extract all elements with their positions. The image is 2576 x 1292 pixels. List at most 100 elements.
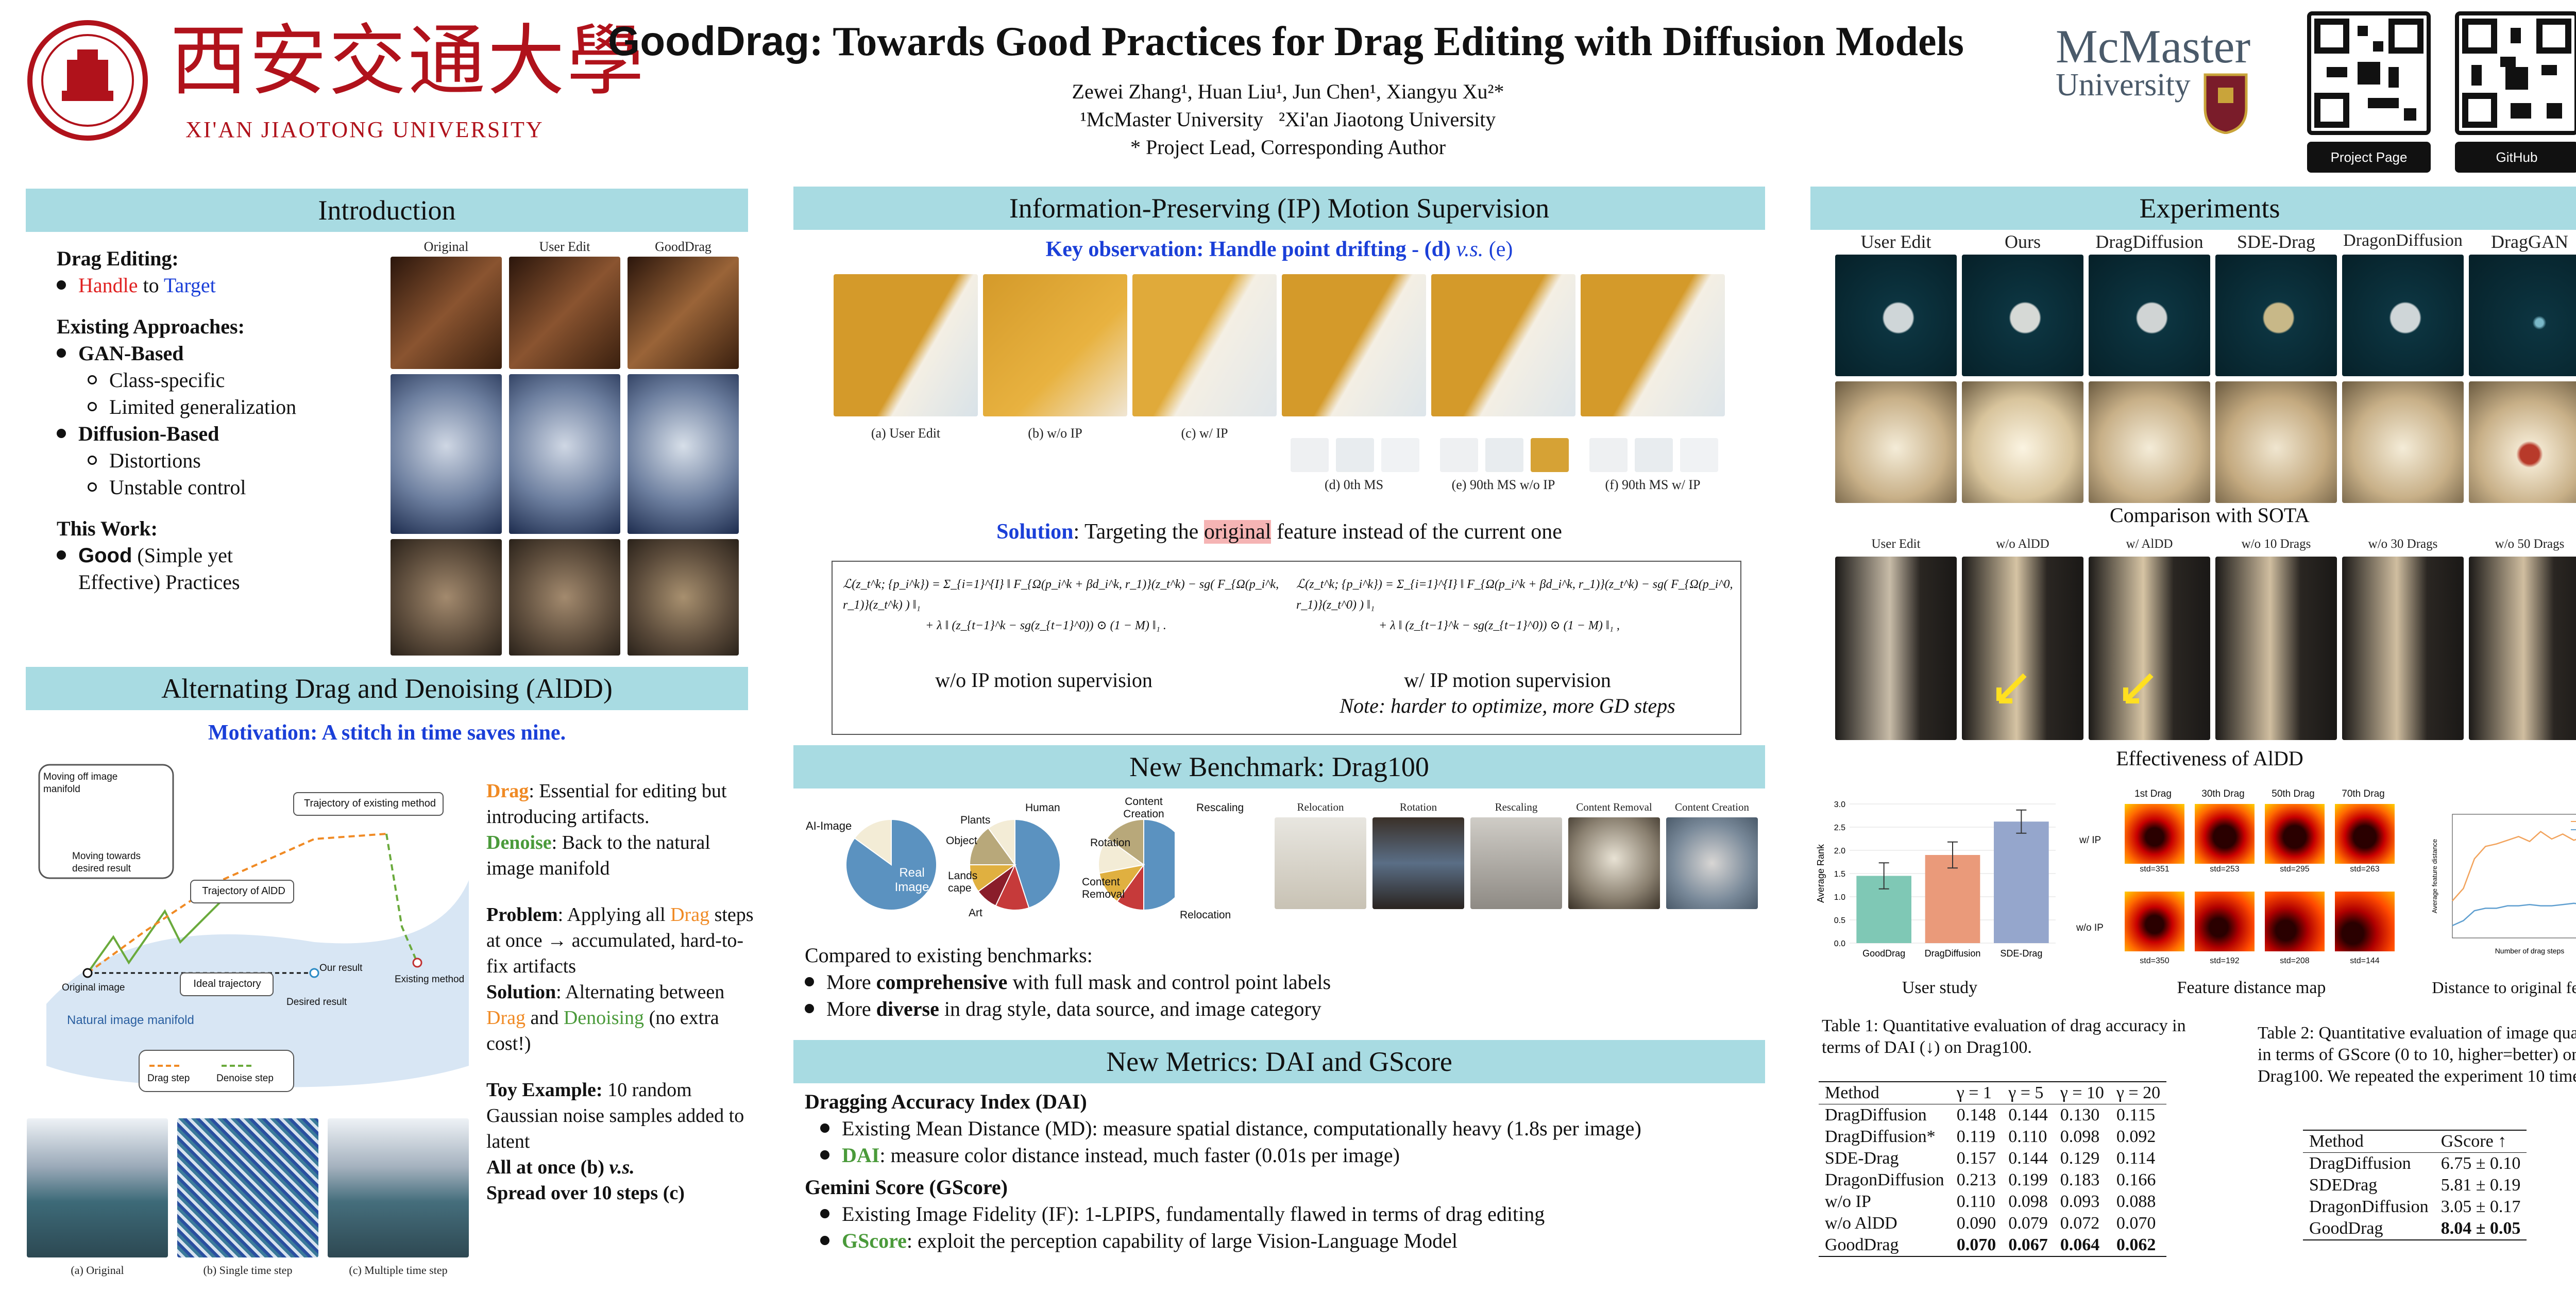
table-header-cell: Method [2309, 1132, 2364, 1151]
sota-moon-dragondiffusion [2342, 255, 2464, 376]
table-cell: 0.119 [1956, 1127, 1995, 1146]
table2-gscore: Method GScore ↑ DragDiffusion 6.75 ± 0.10 SD… [2303, 1130, 2527, 1240]
bench-cap-removal: Content Removal [1576, 801, 1652, 813]
diagram-moving-off: Moving off image manifold [43, 771, 118, 795]
ip-90th-wo-image [1431, 274, 1575, 416]
aldd-effect-caption: Effectiveness of AlDD [2116, 747, 2303, 770]
exp-col-ours: Ours [2005, 231, 2041, 252]
toy-single-step-image [177, 1118, 318, 1257]
fmap-col-4: 70th Drag [2342, 788, 2385, 799]
diagram-ideal: Ideal trajectory [193, 978, 261, 989]
pie2-label-plants: Plants [960, 814, 991, 826]
diagram-moving-towards: Moving towards desired result [72, 851, 141, 874]
toy-cap-single: (b) Single time step [203, 1264, 293, 1277]
table-row: GoodDrag 0.070 0.067 0.064 0.062 [1819, 1234, 2167, 1256]
yellow-arrow-icon [1996, 673, 2027, 703]
this-work-label: This Work: [57, 517, 158, 540]
pie2-label-landscape: Lands cape [948, 870, 978, 894]
table-cell: 0.115 [2116, 1105, 2156, 1125]
table-row: GoodDrag 8.04 ± 0.05 [2303, 1218, 2527, 1240]
ip-cap-f: (f) 90th MS w/ IP [1605, 477, 1701, 492]
corresponding-note: * Project Lead, Corresponding Author [1130, 136, 1446, 159]
aldd-col-wo-50: w/o 50 Drags [2495, 537, 2565, 551]
table-cell: 0.199 [2008, 1170, 2048, 1189]
pie-slice-rotation [1098, 837, 1145, 874]
experiments-header: Experiments [1810, 187, 2576, 230]
feature-map-caption: Feature distance map [2177, 978, 2326, 997]
table-cell: DragDiffusion [1825, 1105, 1927, 1125]
xjtu-seal-logo [27, 20, 148, 141]
introduction-text: Drag Editing: Handle to Target Existing … [57, 245, 386, 596]
table-cell: 0.144 [2008, 1105, 2048, 1125]
table-cell: 0.144 [2008, 1149, 2048, 1168]
fmap-cell [2195, 892, 2255, 951]
table-cell: 0.070 [2116, 1214, 2156, 1233]
intro-col-original: Original [423, 239, 469, 254]
x-tick-label: GoodDrag [1862, 948, 1905, 959]
y-tick-label: 2.5 [1834, 824, 1845, 832]
table-cell: SDE-Drag [1825, 1149, 1899, 1168]
project-page-button[interactable]: Project Page [2307, 142, 2431, 173]
diagram-original: Original image [62, 982, 125, 993]
sota-lion-dragondiffusion [2342, 381, 2464, 503]
series-line-wo-ip [2452, 831, 2576, 901]
table-cell: 0.070 [1956, 1235, 1996, 1254]
exp-col-sde-drag: SDE-Drag [2237, 231, 2315, 252]
project-page-qr-code[interactable] [2307, 11, 2431, 135]
fmap-std: std=295 [2280, 865, 2310, 874]
pie3-label-creation: Content Creation [1123, 796, 1164, 820]
ip-0th-ms-image [1282, 274, 1426, 416]
table-row: DragDiffusion 0.148 0.144 0.130 0.115 [1819, 1104, 2166, 1127]
aldd-header: Alternating Drag and Denoising (AlDD) [26, 667, 748, 710]
ip-note: Note: harder to optimize, more GD steps [1340, 694, 1675, 717]
ip-equation-right: ℒ(z_t^k; {p_i^k}) = Σ_{i=1}^{I} ‖ F_{Ω(p… [1296, 578, 1733, 632]
github-qr-code[interactable] [2455, 11, 2576, 135]
table-cell: 0.098 [2060, 1127, 2100, 1146]
table-cell: 0.213 [1956, 1170, 1996, 1189]
mcmaster-logo-subtext: University [2056, 68, 2191, 103]
x-tick-label: SDE-Drag [2000, 948, 2042, 959]
toy-original-image [27, 1118, 168, 1257]
sota-moon-user-edit [1835, 255, 1957, 376]
table-cell: GoodDrag [1825, 1235, 1899, 1254]
benchmark-header: New Benchmark: Drag100 [793, 745, 1765, 788]
bench-rescaling-image [1470, 817, 1562, 909]
aldd-col-wo-30: w/o 30 Drags [2368, 537, 2438, 551]
table-cell: 8.04 ± 0.05 [2441, 1219, 2521, 1238]
pie-slice-animal [1014, 818, 1061, 909]
fmap-row-wo-ip: w/o IP [2076, 922, 2104, 933]
yellow-arrow-icon [2123, 673, 2154, 703]
intro-leopard-gooddrag [628, 374, 739, 534]
distance-caption: Distance to original feature [2432, 978, 2576, 997]
github-button[interactable]: GitHub [2455, 142, 2576, 173]
sota-lion-dragdiffusion [2089, 381, 2210, 503]
pie-slice-ai-image [854, 818, 892, 866]
table-cell: 0.092 [2116, 1127, 2156, 1146]
table-cell: 0.183 [2060, 1170, 2100, 1189]
exp-col-dragondiffusion: DragonDiffusion [2343, 231, 2463, 250]
aldd-squirrel-user-edit [1835, 557, 1957, 740]
diagram-drag-step: Drag step [147, 1073, 190, 1084]
fmap-row-w-ip: w/ IP [2079, 835, 2102, 846]
ip-cap-d: (d) 0th MS [1324, 477, 1384, 492]
table-row: DragDiffusion 6.75 ± 0.10 [2303, 1153, 2527, 1175]
table-cell: 0.148 [1956, 1105, 1996, 1125]
table-cell: 0.079 [2008, 1214, 2048, 1233]
exp-col-dragdiffusion: DragDiffusion [2095, 231, 2204, 252]
diagram-denoise-step: Denoise step [216, 1073, 274, 1084]
table-row: w/o AlDD 0.090 0.079 0.072 0.070 [1819, 1213, 2166, 1234]
metrics-text: Dragging Accuracy Index (DAI) Existing M… [805, 1090, 1641, 1252]
pie2-label-object: Object [946, 835, 977, 847]
pie-slice-rescaling [1098, 864, 1145, 902]
plot-frame [2452, 814, 2576, 938]
sota-lion-sde-drag [2215, 381, 2337, 503]
table-row: DragDiffusion* 0.119 0.110 0.098 0.092 [1819, 1126, 2166, 1148]
pie-slice-human [995, 863, 1030, 911]
table-cell: 3.05 ± 0.17 [2441, 1197, 2521, 1216]
fmap-std: std=350 [2140, 957, 2170, 965]
table-row: w/o IP 0.110 0.098 0.093 0.088 [1819, 1191, 2166, 1213]
table-cell: 0.110 [1956, 1192, 1995, 1211]
ip-patch [1531, 438, 1569, 472]
y-tick-label: 2.0 [1834, 847, 1845, 855]
table-cell: 0.093 [2060, 1192, 2100, 1211]
